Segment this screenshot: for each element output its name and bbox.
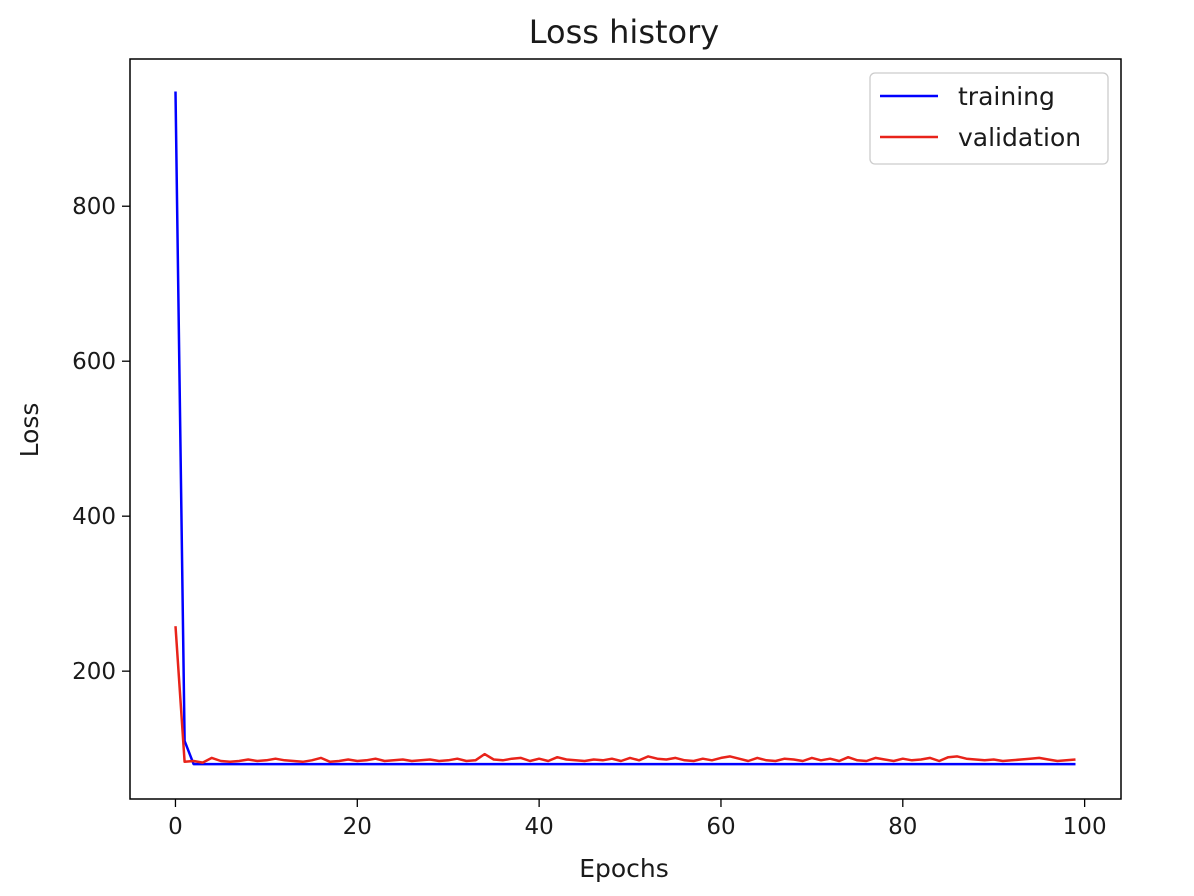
y-tick-label: 600: [72, 349, 116, 375]
y-axis-label: Loss: [15, 403, 44, 458]
legend: training validation: [869, 72, 1109, 165]
x-tick-label: 0: [168, 814, 183, 840]
x-tick-label: 80: [888, 814, 917, 840]
legend-label-validation: validation: [958, 123, 1081, 152]
x-tick-label: 20: [343, 814, 372, 840]
x-axis-ticks: 0 20 40 60 80 100: [168, 799, 1107, 840]
chart-title: Loss history: [529, 13, 719, 51]
y-axis-ticks: 200 400 600 800: [72, 194, 130, 685]
x-tick-label: 100: [1063, 814, 1107, 840]
legend-label-training: training: [958, 82, 1055, 111]
x-tick-label: 40: [524, 814, 553, 840]
x-tick-label: 60: [706, 814, 735, 840]
plot-frame: [129, 58, 1122, 800]
y-tick-label: 400: [72, 504, 116, 530]
y-tick-label: 200: [72, 659, 116, 685]
plot-lines: [174, 91, 1076, 766]
x-axis-label: Epochs: [579, 854, 669, 883]
series-line-training: [174, 91, 1076, 766]
y-tick-label: 800: [72, 194, 116, 220]
series-line-validation: [174, 626, 1076, 764]
